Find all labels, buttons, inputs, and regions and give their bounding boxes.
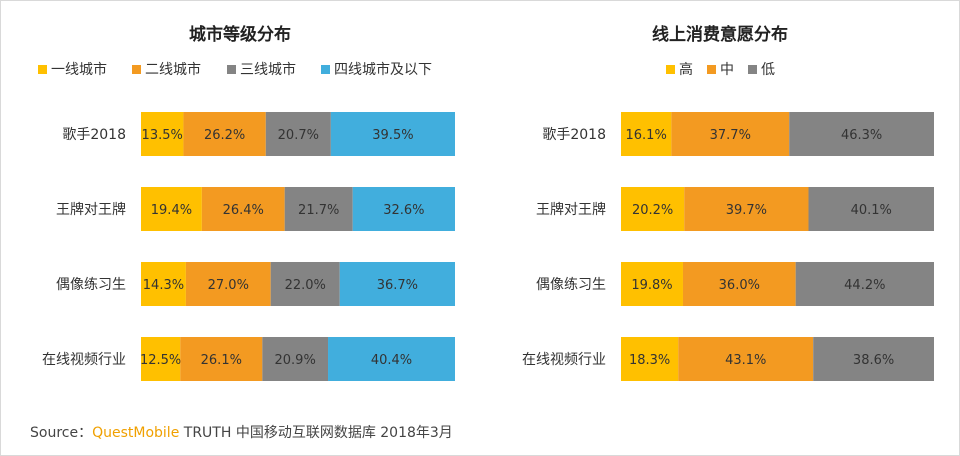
- bar-segment: [621, 187, 685, 231]
- category-label: 在线视频行业: [42, 352, 126, 368]
- bar-segment: [621, 112, 672, 156]
- data-label: 13.5%: [142, 128, 183, 143]
- data-label: 21.7%: [298, 203, 339, 218]
- chart-title: 线上消费意愿分布: [652, 24, 788, 45]
- legend-label: 一线城市: [51, 61, 107, 78]
- legend-swatch: [321, 65, 330, 74]
- data-label: 36.0%: [719, 278, 760, 293]
- bar-segment: [808, 187, 934, 231]
- data-label: 36.7%: [377, 278, 418, 293]
- bar-segment: [265, 112, 331, 156]
- bar-segment: [270, 262, 340, 306]
- bar-segment: [621, 337, 679, 381]
- legend-label: 二线城市: [145, 61, 201, 78]
- data-label: 39.5%: [372, 128, 413, 143]
- data-label: 40.4%: [371, 353, 412, 368]
- data-label: 20.9%: [275, 353, 316, 368]
- bar-segment: [185, 262, 271, 306]
- data-label: 19.8%: [631, 278, 672, 293]
- bar-segment: [789, 112, 934, 156]
- data-label: 43.1%: [725, 353, 766, 368]
- bar-segment: [684, 187, 809, 231]
- data-label: 32.6%: [383, 203, 424, 218]
- legend-swatch: [38, 65, 47, 74]
- legend-swatch: [227, 65, 236, 74]
- category-label: 王牌对王牌: [56, 201, 126, 218]
- category-label: 偶像练习生: [536, 277, 606, 293]
- bar-segment: [339, 262, 455, 306]
- bar-segment: [671, 112, 790, 156]
- data-label: 26.1%: [201, 353, 242, 368]
- bar-segment: [678, 337, 814, 381]
- legend-label: 中: [720, 62, 734, 78]
- bar-segment: [813, 337, 934, 381]
- legend-label: 三线城市: [240, 61, 296, 78]
- bar-segment: [141, 262, 186, 306]
- category-label: 王牌对王牌: [536, 201, 606, 218]
- legend-swatch: [707, 65, 716, 74]
- data-label: 22.0%: [285, 278, 326, 293]
- data-label: 18.3%: [629, 353, 670, 368]
- source-note: Source：QuestMobile TRUTH 中国移动互联网数据库 2018…: [30, 422, 453, 442]
- bar-segment: [141, 337, 181, 381]
- data-label: 44.2%: [844, 278, 885, 293]
- data-label: 20.7%: [278, 128, 319, 143]
- legend-label: 四线城市及以下: [334, 61, 432, 78]
- legend-swatch: [666, 65, 675, 74]
- data-label: 19.4%: [151, 203, 192, 218]
- bar-segment: [262, 337, 329, 381]
- data-label: 40.1%: [851, 203, 892, 218]
- bar-segment: [328, 337, 455, 381]
- category-label: 歌手2018: [542, 127, 606, 143]
- data-label: 26.4%: [223, 203, 264, 218]
- bar-segment: [682, 262, 796, 306]
- category-label: 偶像练习生: [56, 277, 126, 293]
- data-label: 37.7%: [710, 128, 751, 143]
- bar-segment: [621, 262, 683, 306]
- bar-segment: [141, 112, 184, 156]
- bar-segment: [201, 187, 285, 231]
- legend-swatch: [748, 65, 757, 74]
- data-label: 46.3%: [841, 128, 882, 143]
- bar-segment: [795, 262, 934, 306]
- bar-segment: [180, 337, 263, 381]
- data-label: 38.6%: [853, 353, 894, 368]
- bar-segment: [352, 187, 455, 231]
- data-label: 16.1%: [626, 128, 667, 143]
- source-suffix: TRUTH 中国移动互联网数据库 2018年3月: [183, 425, 453, 441]
- bar-segment: [141, 187, 202, 231]
- data-label: 27.0%: [208, 278, 249, 293]
- source-brand: QuestMobile: [92, 425, 180, 441]
- legend-swatch: [132, 65, 141, 74]
- data-label: 39.7%: [726, 203, 767, 218]
- legend-label: 高: [679, 61, 693, 78]
- chart-title: 城市等级分布: [189, 24, 291, 45]
- category-label: 在线视频行业: [522, 352, 606, 368]
- bar-segment: [183, 112, 266, 156]
- category-label: 歌手2018: [62, 127, 126, 143]
- data-label: 20.2%: [632, 203, 673, 218]
- bar-segment: [284, 187, 353, 231]
- bar-segment: [330, 112, 455, 156]
- data-label: 12.5%: [140, 353, 181, 368]
- legend-label: 低: [761, 62, 775, 78]
- data-label: 26.2%: [204, 128, 245, 143]
- source-prefix: Source：: [30, 425, 93, 441]
- data-label: 14.3%: [143, 278, 184, 293]
